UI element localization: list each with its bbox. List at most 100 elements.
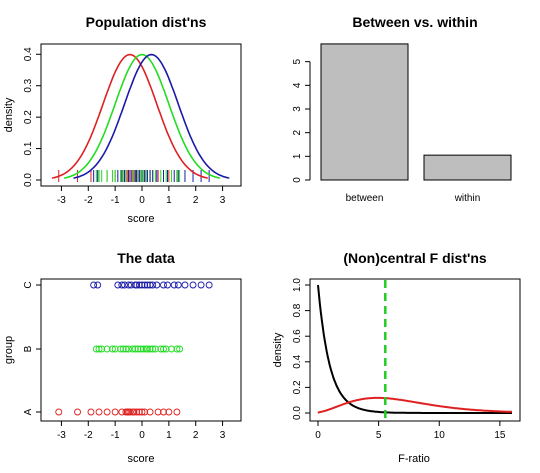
point-a: [111, 408, 119, 416]
data-points: [55, 281, 213, 416]
density-curve-b: [63, 53, 221, 179]
point-a: [55, 408, 63, 416]
point-a: [74, 408, 81, 416]
y-tick-label: 0.2: [292, 380, 303, 394]
point-b: [92, 345, 100, 353]
point-b: [131, 345, 139, 353]
point-b: [125, 345, 133, 353]
population-distributions-panel: Population dist'ns -3 -2 -1 0 1 2 3 0.00.10.20…: [3, 14, 242, 225]
y-tick-label: 0.8: [292, 303, 303, 317]
point-c: [181, 281, 189, 289]
f-distributions-panel: (Non)central F dist'ns 0 5 10 15 0.00.20.40…: [272, 250, 521, 465]
f-distributions-title: (Non)central F dist'ns: [343, 250, 487, 266]
point-c: [143, 281, 151, 289]
x-tick-label: -2: [84, 430, 93, 441]
y-tick-label: 0.1: [23, 141, 34, 155]
y-tick-label: 0.0: [23, 173, 34, 187]
population-title: Population dist'ns: [86, 14, 207, 30]
point-a: [165, 408, 173, 416]
y-tick-label: 3: [292, 106, 303, 112]
x-tick-label: 5: [376, 430, 382, 441]
point-b: [137, 345, 145, 353]
x-tick-label: -1: [111, 430, 120, 441]
density-curve-c: [73, 53, 230, 179]
population-curves: [51, 53, 230, 179]
y-tick-label: 0.0: [292, 406, 303, 420]
y-tick-label: 0.3: [23, 78, 34, 92]
f-x-label: F-ratio: [398, 453, 430, 465]
point-a: [146, 408, 154, 416]
data-y-axis: A B C: [23, 281, 42, 415]
point-c: [94, 281, 102, 289]
point-c: [174, 281, 182, 289]
y-tick-label: 0.4: [23, 47, 34, 61]
point-b: [109, 345, 116, 353]
point-a: [138, 408, 146, 416]
y-tick-label: C: [23, 281, 34, 288]
population-y-label: density: [3, 97, 15, 132]
point-a: [95, 408, 103, 416]
x-tick-label: -3: [57, 430, 66, 441]
between-within-title: Between vs. within: [352, 14, 477, 30]
point-c: [146, 281, 154, 289]
data-x-axis: -3 -2 -1 0 1 2 3: [57, 420, 226, 441]
point-c: [138, 281, 146, 289]
f-curves: [317, 280, 513, 420]
point-c: [118, 281, 126, 289]
point-a: [173, 408, 181, 416]
point-c: [121, 281, 128, 289]
bar-within: [423, 154, 512, 181]
point-b: [134, 345, 142, 353]
point-b: [173, 345, 181, 353]
population-y-axis: 0.0 0.1 0.2 0.3 0.4: [23, 47, 42, 187]
point-a: [141, 408, 149, 416]
point-c: [197, 281, 205, 289]
point-a: [87, 408, 95, 416]
point-c: [125, 281, 133, 289]
point-b: [119, 345, 127, 353]
between-within-y-axis: 0 1 2 3 4 5: [292, 58, 311, 183]
point-b: [129, 345, 137, 353]
y-tick-label: 0: [292, 177, 303, 183]
data-title: The data: [117, 250, 175, 266]
x-tick-label: -2: [84, 195, 93, 206]
point-c: [170, 281, 178, 289]
point-b: [151, 345, 159, 353]
point-b: [146, 345, 154, 353]
y-tick-label: 4: [292, 82, 303, 88]
x-tick-label: 0: [315, 430, 321, 441]
point-b: [117, 345, 124, 353]
point-b: [176, 345, 184, 353]
point-c: [133, 281, 141, 289]
x-tick-label: 0: [139, 195, 145, 206]
population-rug: [58, 170, 210, 182]
point-c: [189, 281, 197, 289]
point-c: [205, 281, 213, 289]
between-within-x-labels: between within: [346, 193, 481, 204]
point-b: [103, 345, 111, 353]
central-f-curve: [317, 284, 512, 414]
point-b: [122, 345, 130, 353]
point-c: [153, 281, 161, 289]
data-y-label: group: [3, 336, 15, 364]
point-a: [160, 408, 167, 416]
point-c: [164, 281, 171, 289]
point-b: [143, 345, 151, 353]
point-c: [90, 281, 98, 289]
x-tick-label: -1: [111, 195, 120, 206]
point-a: [154, 408, 162, 416]
x-tick-label: 1: [166, 195, 172, 206]
point-b: [95, 345, 103, 353]
point-b: [157, 345, 165, 353]
point-a: [126, 408, 134, 416]
y-tick-label: 0.4: [292, 354, 303, 368]
population-x-axis: -3 -2 -1 0 1 2 3: [57, 185, 226, 206]
x-tick-label: 0: [139, 430, 145, 441]
y-tick-label: 0.2: [23, 110, 34, 124]
x-tick-label: 15: [494, 430, 506, 441]
point-a: [103, 408, 111, 416]
x-tick-label: 1: [166, 430, 172, 441]
y-tick-label: 1.0: [292, 278, 303, 292]
x-tick-label: 3: [220, 195, 226, 206]
